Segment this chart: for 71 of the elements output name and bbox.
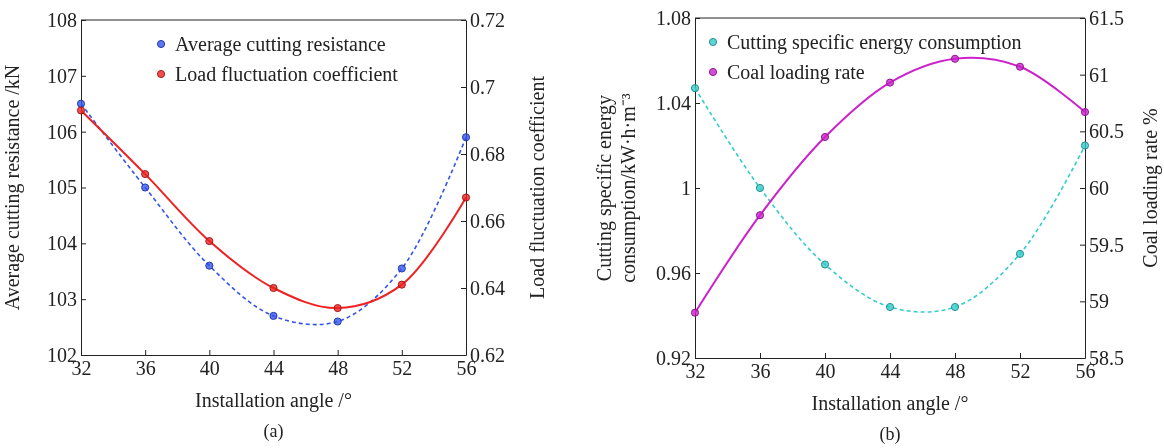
legend-label: Cutting specific energy consumption	[727, 31, 1022, 54]
y2-tick-label: 0.72	[470, 8, 505, 31]
y-tick-label: 108	[47, 8, 77, 31]
y2-axis-title: Coal loading rate %	[1139, 108, 1162, 268]
point	[333, 317, 342, 326]
y2-tick-label: 0.68	[470, 142, 505, 165]
y-tick-label: 107	[47, 64, 77, 87]
y-axis-title: Average cutting resistance /kN	[1, 64, 24, 311]
legend-label: Coal loading rate	[727, 61, 865, 84]
y2-tick-label: 61	[1089, 63, 1109, 86]
text: (a)	[263, 421, 284, 442]
y-tick-label: 0.96	[656, 261, 691, 284]
point	[461, 133, 471, 142]
y-axis-title: Cutting specific energy consumption/kW·h·m⁻³	[593, 93, 640, 283]
x-tick-label: 40	[815, 360, 836, 383]
point	[690, 308, 700, 317]
point	[950, 54, 960, 63]
y2-tick-label: 0.7	[470, 75, 495, 98]
point	[397, 264, 406, 273]
x-tick-label: 36	[135, 357, 156, 380]
point	[205, 237, 214, 246]
point	[141, 183, 150, 192]
y2-tick-label: 60.5	[1089, 120, 1124, 143]
y2-tick-label: 61.5	[1089, 6, 1124, 29]
x-tick-label: 48	[328, 357, 349, 380]
y-tick-label: 1	[681, 176, 691, 199]
y2-tick-label: 59	[1089, 290, 1109, 313]
x-tick-label: 44	[880, 360, 901, 383]
y-tick-label: 106	[47, 120, 77, 143]
point	[461, 193, 471, 202]
y-tick-label: 1.08	[656, 6, 691, 29]
point	[269, 311, 278, 320]
point	[690, 84, 700, 93]
point	[820, 132, 830, 142]
point	[1015, 249, 1025, 258]
point	[397, 280, 406, 289]
x-tick-label: 52	[392, 357, 413, 380]
y2-tick-label: 0.64	[470, 276, 505, 299]
point	[205, 261, 214, 270]
point	[1015, 62, 1025, 71]
x-tick-label: 48	[945, 360, 966, 383]
x-tick-label: 40	[199, 357, 220, 380]
legend-label: Average cutting resistance	[175, 33, 386, 56]
point	[1080, 141, 1090, 150]
point	[885, 302, 895, 312]
x-tick-label: 52	[1010, 360, 1031, 383]
point	[76, 106, 86, 115]
y-tick-label: 103	[47, 288, 77, 311]
x-axis-title: Installation angle /°	[811, 392, 969, 415]
point	[755, 183, 765, 193]
y-tick-label: 1.04	[656, 91, 691, 114]
point	[333, 304, 342, 313]
x-tick-label: 36	[750, 360, 771, 383]
legend-label: Load fluctuation coefficient	[175, 63, 399, 85]
y2-tick-label: 59.5	[1089, 233, 1124, 256]
point	[141, 170, 150, 179]
y2-tick-label: 60	[1089, 176, 1109, 199]
point	[269, 283, 278, 293]
y2-axis-title: Load fluctuation coefficient	[526, 75, 548, 299]
y2-tick-label: 0.66	[470, 209, 505, 232]
point	[76, 99, 86, 108]
point	[950, 302, 960, 312]
text: (b)	[879, 424, 901, 445]
point	[885, 78, 895, 87]
point	[1080, 108, 1090, 117]
x-tick-label: 44	[264, 357, 284, 380]
x-axis-title: Installation angle /°	[195, 389, 352, 412]
point	[755, 211, 765, 220]
point	[820, 260, 830, 269]
y-tick-label: 105	[47, 176, 77, 199]
y-tick-label: 104	[47, 232, 77, 255]
